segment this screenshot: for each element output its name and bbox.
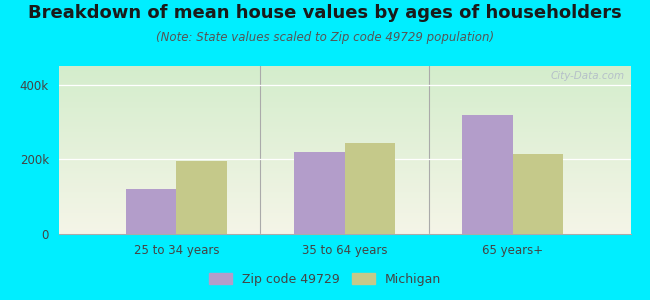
- Bar: [344, 142, 395, 234]
- Bar: [462, 115, 513, 234]
- Text: Breakdown of mean house values by ages of householders: Breakdown of mean house values by ages o…: [28, 4, 622, 22]
- Bar: [513, 154, 563, 234]
- Bar: [176, 161, 227, 234]
- Bar: [126, 189, 176, 234]
- Legend: Zip code 49729, Michigan: Zip code 49729, Michigan: [204, 268, 446, 291]
- Bar: [294, 152, 344, 234]
- Text: City-Data.com: City-Data.com: [551, 71, 625, 81]
- Text: (Note: State values scaled to Zip code 49729 population): (Note: State values scaled to Zip code 4…: [156, 32, 494, 44]
